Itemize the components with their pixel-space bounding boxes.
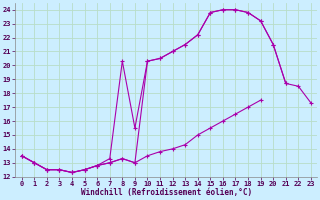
- X-axis label: Windchill (Refroidissement éolien,°C): Windchill (Refroidissement éolien,°C): [81, 188, 252, 197]
